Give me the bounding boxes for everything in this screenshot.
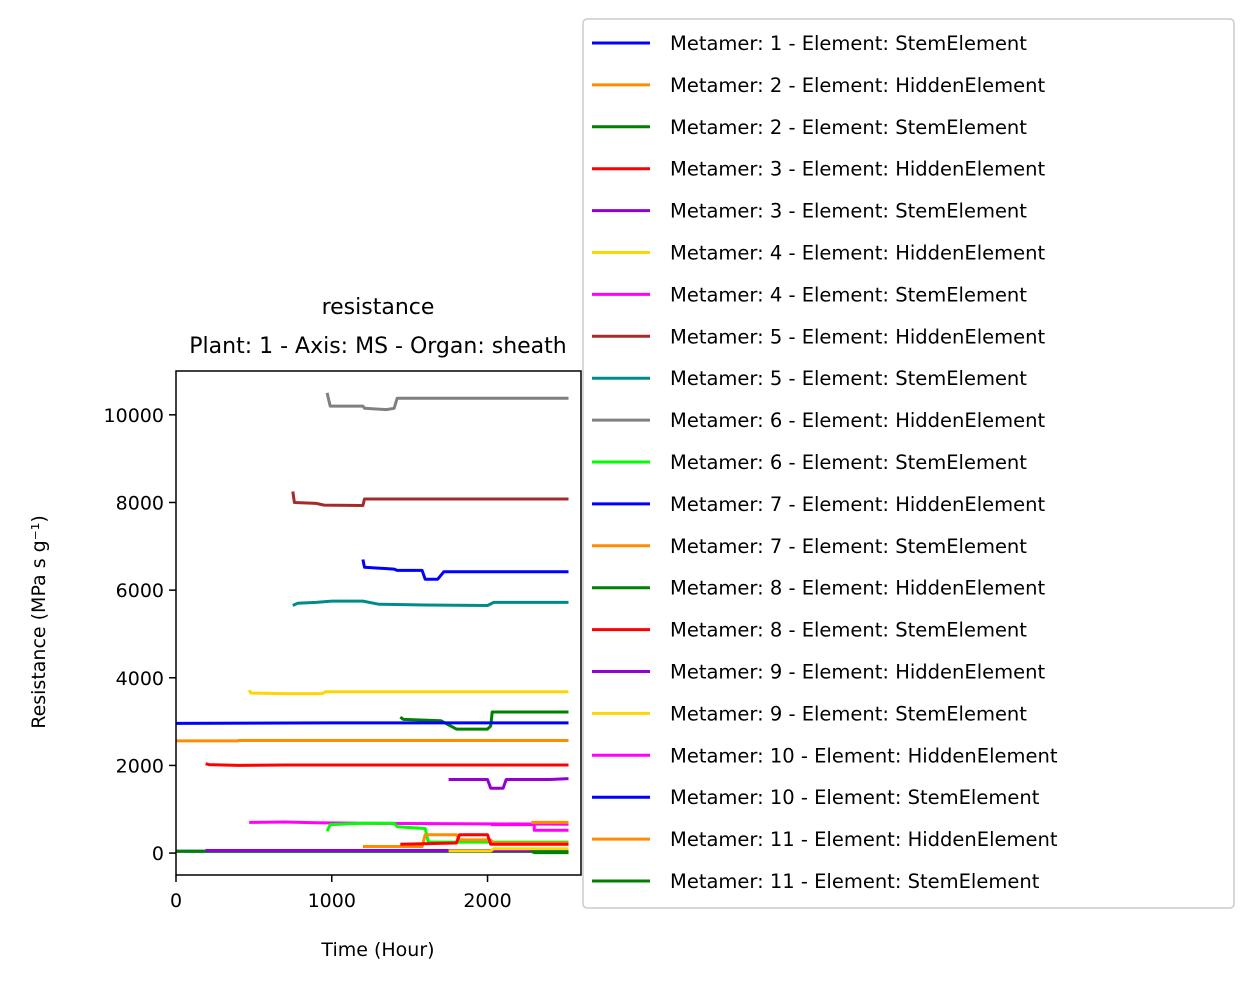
legend-entry: Metamer: 3 - Element: StemElement (592, 200, 1027, 223)
y-tick-label: 4000 (116, 668, 164, 690)
y-tick-label: 10000 (104, 405, 164, 427)
legend-label: Metamer: 8 - Element: HiddenElement (670, 577, 1045, 600)
series-line-7 (249, 820, 569, 826)
x-tick-label: 0 (170, 890, 182, 912)
y-tick-label: 6000 (116, 580, 164, 602)
legend-label: Metamer: 10 - Element: HiddenElement (670, 744, 1058, 767)
legend-label: Metamer: 7 - Element: HiddenElement (670, 493, 1045, 516)
legend-entry: Metamer: 10 - Element: HiddenElement (592, 744, 1058, 767)
legend-label: Metamer: 11 - Element: HiddenElement (670, 828, 1058, 851)
series-line-15 (400, 833, 569, 846)
y-tick-label: 8000 (116, 492, 164, 514)
x-axis: 0 1000 2000 (170, 875, 512, 912)
chart-title: resistance (322, 295, 435, 320)
legend-label: Metamer: 7 - Element: StemElement (670, 535, 1027, 558)
chart-subtitle: Plant: 1 - Axis: MS - Organ: sheath (189, 334, 566, 359)
legend-entry: Metamer: 9 - Element: HiddenElement (592, 661, 1045, 684)
y-axis-label: Resistance (MPa s g⁻¹) (28, 515, 50, 729)
legend-label: Metamer: 6 - Element: HiddenElement (670, 409, 1045, 432)
legend-entry: Metamer: 4 - Element: HiddenElement (592, 242, 1045, 265)
legend-entry: Metamer: 5 - Element: HiddenElement (592, 325, 1045, 348)
legend-entry: Metamer: 1 - Element: StemElement (592, 32, 1027, 55)
series-line-19 (176, 721, 569, 725)
legend-label: Metamer: 11 - Element: StemElement (670, 870, 1040, 893)
legend-entry: Metamer: 6 - Element: StemElement (592, 451, 1027, 474)
legend-entry: Metamer: 6 - Element: HiddenElement (592, 409, 1045, 432)
legend-label: Metamer: 3 - Element: HiddenElement (670, 158, 1045, 181)
legend-label: Metamer: 9 - Element: HiddenElement (670, 661, 1045, 684)
legend-entry: Metamer: 5 - Element: StemElement (592, 367, 1027, 390)
x-axis-label: Time (Hour) (320, 939, 434, 961)
x-tick-label: 1000 (308, 890, 356, 912)
legend-entry: Metamer: 7 - Element: StemElement (592, 535, 1027, 558)
legend-entry: Metamer: 7 - Element: HiddenElement (592, 493, 1045, 516)
legend-entry: Metamer: 9 - Element: StemElement (592, 702, 1027, 725)
legend-label: Metamer: 9 - Element: StemElement (670, 702, 1027, 725)
legend-label: Metamer: 10 - Element: StemElement (670, 786, 1040, 809)
legend-entry: Metamer: 4 - Element: StemElement (592, 283, 1027, 306)
y-tick-label: 0 (152, 843, 164, 865)
x-tick-label: 2000 (463, 890, 511, 912)
legend-entry: Metamer: 8 - Element: HiddenElement (592, 577, 1045, 600)
series-line-9 (292, 599, 569, 607)
legend-label: Metamer: 4 - Element: StemElement (670, 283, 1027, 306)
legend-box (582, 18, 1235, 909)
legend-label: Metamer: 8 - Element: StemElement (670, 619, 1027, 642)
legend-entry: Metamer: 2 - Element: StemElement (592, 116, 1027, 139)
y-axis: 0 2000 4000 6000 8000 10000 (104, 405, 176, 865)
series-line-8 (291, 491, 569, 507)
plot-background (176, 371, 581, 875)
series-line-11 (325, 821, 569, 844)
series-line-10 (325, 392, 569, 412)
series-line-14 (399, 710, 569, 731)
series-line-12 (361, 559, 569, 581)
legend-label: Metamer: 3 - Element: StemElement (670, 200, 1027, 223)
y-tick-label: 2000 (116, 755, 164, 777)
series-line-6 (247, 689, 569, 696)
series-line-4 (205, 762, 569, 767)
series-line-17 (448, 847, 569, 853)
legend-label: Metamer: 4 - Element: HiddenElement (670, 242, 1045, 265)
series-line-18 (490, 823, 569, 832)
legend-label: Metamer: 2 - Element: StemElement (670, 116, 1027, 139)
plot-frame (175, 370, 582, 876)
legend-label: Metamer: 5 - Element: HiddenElement (670, 325, 1045, 348)
legend-entry: Metamer: 11 - Element: HiddenElement (592, 828, 1058, 851)
legend: Metamer: 1 - Element: StemElement Metamer… (582, 18, 1235, 909)
legend-entry: Metamer: 11 - Element: StemElement (592, 870, 1040, 893)
legend-label: Metamer: 6 - Element: StemElement (670, 451, 1027, 474)
legend-label: Metamer: 5 - Element: StemElement (670, 367, 1027, 390)
legend-entry: Metamer: 3 - Element: HiddenElement (592, 158, 1045, 181)
series-line-16 (448, 777, 569, 790)
plot-area (175, 370, 582, 876)
series-lines (176, 392, 569, 855)
legend-entry: Metamer: 2 - Element: HiddenElement (592, 74, 1045, 97)
legend-label: Metamer: 1 - Element: StemElement (670, 32, 1027, 55)
legend-label: Metamer: 2 - Element: HiddenElement (670, 74, 1045, 97)
legend-entry: Metamer: 8 - Element: StemElement (592, 619, 1027, 642)
legend-entry: Metamer: 10 - Element: StemElement (592, 786, 1040, 809)
